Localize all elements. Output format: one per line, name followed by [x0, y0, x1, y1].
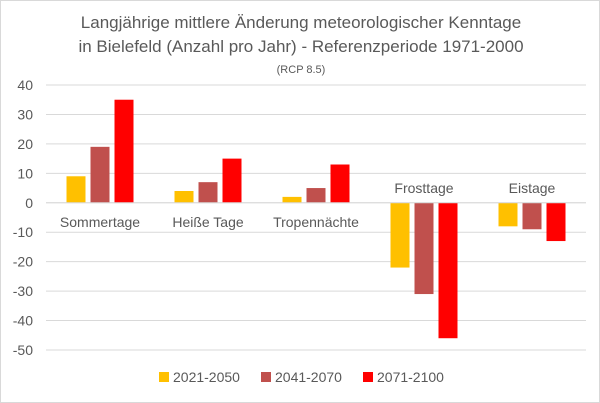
bar-2041-2070 [90, 146, 110, 203]
legend-label: 2041-2070 [275, 369, 342, 385]
bar-2071-2100 [546, 202, 566, 242]
legend-swatch [261, 372, 271, 382]
bar-2021-2050 [66, 176, 86, 203]
y-tick-label: -20 [13, 254, 33, 270]
x-category-label: Heiße Tage [172, 214, 244, 230]
chart-title-line-1: Langjährige mittlere Änderung meteorolog… [80, 13, 522, 32]
chart-title-line-2: in Bielefeld (Anzahl pro Jahr) - Referen… [78, 37, 524, 56]
bar-2021-2050 [390, 202, 410, 268]
y-tick-label: -30 [13, 283, 33, 299]
y-tick-label: 0 [25, 195, 33, 211]
chart-title: Langjährige mittlere Änderung meteorolog… [1, 11, 599, 59]
y-tick-label: 30 [17, 106, 33, 122]
y-tick-label: -10 [13, 224, 33, 240]
y-tick-label: 40 [17, 77, 33, 93]
bar-2021-2050 [174, 191, 194, 203]
bar-2041-2070 [306, 188, 326, 203]
x-category-label: Frosttage [394, 180, 453, 196]
bar-2041-2070 [522, 202, 542, 230]
x-category-label: Tropennächte [273, 214, 359, 230]
y-tick-label: -40 [13, 313, 33, 329]
legend-label: 2071-2100 [377, 369, 444, 385]
bar-2071-2100 [438, 202, 458, 339]
bar-2071-2100 [114, 99, 134, 203]
y-tick-label: 10 [17, 165, 33, 181]
legend-swatch [363, 372, 373, 382]
y-tick-label: -50 [13, 342, 33, 358]
bar-2021-2050 [282, 196, 302, 203]
bar-2041-2070 [198, 182, 218, 203]
bar-2071-2100 [222, 158, 242, 203]
bar-2071-2100 [330, 164, 350, 203]
bar-2021-2050 [498, 202, 518, 227]
legend-label: 2021-2050 [173, 369, 240, 385]
y-tick-label: 20 [17, 136, 33, 152]
x-category-label: Eistage [509, 180, 556, 196]
chart-subtitle: (RCP 8.5) [276, 64, 326, 76]
bar-2041-2070 [414, 202, 434, 295]
legend-swatch [159, 372, 169, 382]
x-category-label: Sommertage [60, 214, 140, 230]
